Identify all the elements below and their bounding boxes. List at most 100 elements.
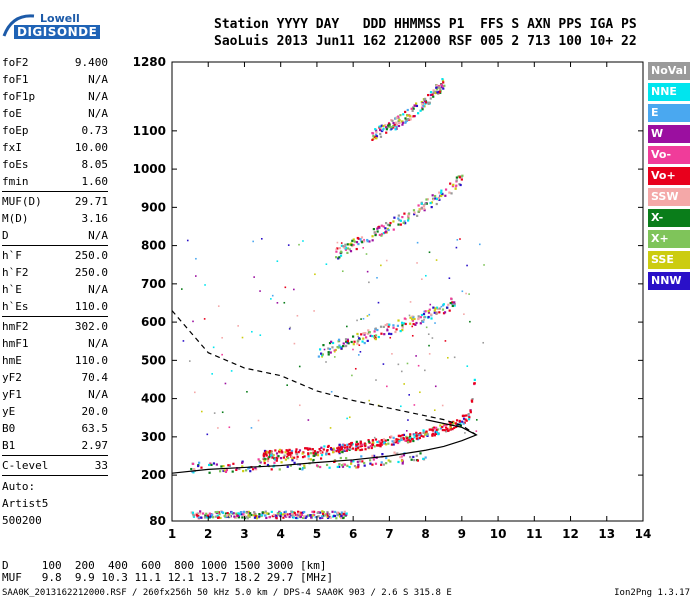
echo-dot [382,325,385,328]
noise-dot [323,514,327,517]
version-label: Ion2Png 1.3.17 [614,588,690,598]
echo-dot [407,214,410,217]
noise-dot [218,513,221,516]
echo-dot [278,468,281,471]
echo-dot [371,335,374,338]
echo-dot [333,349,336,352]
echo-dot [272,454,275,457]
echo-dot [335,450,338,453]
scatter-dot [424,369,426,372]
echo-dot [418,434,421,437]
scatter-dot [206,433,209,436]
echo-dot [268,456,271,459]
scatter-dot [246,390,248,393]
echo-dot [329,351,332,354]
echo-dot [258,460,261,463]
scatter-dot [368,281,370,284]
echo-dot [455,419,459,422]
echo-dot [355,443,358,446]
noise-dot [229,515,232,518]
echo-dot [366,240,369,243]
echo-dot [357,339,360,342]
echo-dot [209,462,212,465]
echo-dot [465,419,468,422]
scatter-dot [385,259,388,262]
echo-dot [302,451,305,454]
scatter-dot [453,356,456,359]
echo-dot [457,424,461,427]
echo-dot [323,445,326,448]
echo-dot [422,313,426,316]
echo-dot [439,424,442,427]
x-tick-label: 4 [277,527,285,541]
noise-dot [233,515,236,518]
scatter-dot [270,298,272,300]
echo-dot [345,340,348,343]
echo-dot [455,425,458,429]
echo-dot [295,453,299,456]
scatter-dot [375,379,377,381]
echo-dot [345,344,348,347]
scatter-dot [368,399,370,402]
noise-dot [275,517,278,520]
station-header: Station YYYY DAY DDD HHMMSS P1 FFS S AXN… [214,16,637,50]
scatter-dot [428,251,431,254]
echo-dot [380,438,383,442]
echo-dot [308,447,312,450]
echo-dot [356,460,359,463]
echo-dot [410,318,414,321]
echo-dot [382,463,385,466]
echo-dot [365,336,368,339]
scatter-dot [200,410,203,413]
param-row-b1: B1 2.97 [2,437,108,454]
echo-dot [336,465,339,469]
echo-dot [369,445,372,448]
echo-dot [273,461,276,464]
noise-dot [205,512,208,515]
scatter-dot [221,411,224,414]
echo-dot [394,128,397,131]
echo-dot [387,228,390,232]
noise-dot [224,512,228,515]
noise-dot [281,513,285,516]
echo-dot [340,244,343,247]
echo-dot [335,256,338,259]
scatter-dot [271,294,274,297]
echo-dot [358,460,361,463]
echo-dot [254,466,257,470]
noise-dot [309,514,312,517]
param-row-clevel: C-level 33 [2,457,108,474]
legend-item-ssw: SSW [648,188,690,206]
echo-dot [373,231,376,234]
echo-dot [338,247,341,250]
echo-dot [241,461,244,464]
scatter-dot [482,341,485,344]
echo-dot [374,438,378,441]
echo-dot [328,341,332,345]
noise-dot [243,517,247,520]
echo-dot [462,417,466,420]
echo-dot [455,184,458,187]
echo-dot [325,463,329,467]
echo-dot [277,450,281,453]
param-row-fmin: fmin 1.60 [2,173,108,190]
noise-dot [216,514,219,517]
echo-dot [329,446,333,450]
echo-dot [343,449,346,452]
echo-dot [208,471,211,474]
echo-dot [367,446,370,449]
echo-dot [420,202,423,205]
param-separator [2,245,108,246]
scatter-dot [221,336,223,339]
echo-dot [327,452,330,456]
echo-dot [436,86,439,89]
echo-dot [399,456,402,459]
echo-dot [350,462,353,465]
y-tick-label: 700 [141,277,166,291]
noise-dot [196,512,199,515]
echo-dot [393,216,396,219]
echo-dot [397,124,401,128]
echo-dot [361,241,364,244]
echo-dot [434,197,437,200]
echo-dot [297,451,300,454]
